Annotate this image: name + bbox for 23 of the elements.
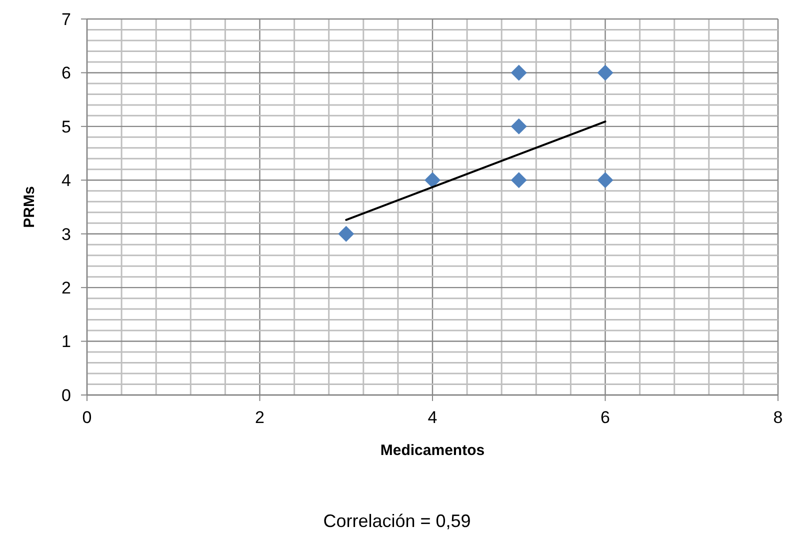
y-tick-label: 4	[62, 171, 71, 190]
point	[597, 64, 614, 81]
point	[510, 64, 527, 81]
y-tick-label: 0	[62, 386, 71, 405]
y-tick-label: 7	[62, 10, 71, 29]
y-tick-label: 2	[62, 278, 71, 298]
y-tick-label: 6	[62, 64, 71, 83]
y-tick-label: 3	[62, 224, 71, 244]
point	[510, 172, 527, 188]
x-tick-label: 2	[255, 408, 264, 427]
point	[510, 118, 527, 134]
point	[338, 226, 354, 242]
x-tick-label: 8	[773, 408, 783, 427]
text: Correlación = 0,59	[323, 511, 471, 531]
point	[597, 172, 614, 188]
y-tick-label: 5	[62, 117, 71, 136]
x-tick-label: 4	[428, 408, 438, 427]
point	[424, 172, 440, 188]
y-tick-label: 1	[62, 332, 71, 352]
x-axis-title: Medicamentos	[380, 442, 485, 459]
x-tick-label: 6	[600, 408, 610, 427]
y-axis-title: PRMs	[21, 186, 38, 228]
x-tick-label: 0	[82, 408, 92, 427]
